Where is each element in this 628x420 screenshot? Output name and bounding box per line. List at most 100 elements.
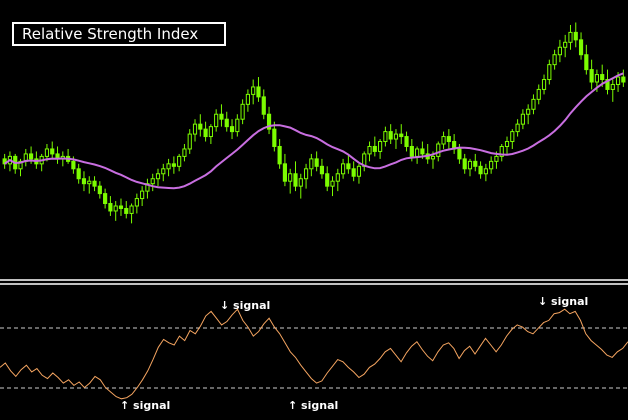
candle-15 <box>81 171 87 192</box>
candle-body <box>28 153 34 160</box>
candle-117 <box>621 69 626 87</box>
candle-body <box>76 168 81 180</box>
candle-body <box>155 173 161 180</box>
candle-97 <box>515 119 520 137</box>
candle-73 <box>388 124 393 144</box>
candle-7 <box>39 153 44 172</box>
candle-body <box>161 168 166 175</box>
candle-9 <box>50 141 55 159</box>
candle-33 <box>177 153 182 172</box>
candle-58 <box>309 153 314 177</box>
candle-body <box>462 158 467 170</box>
candle-body <box>526 108 531 115</box>
candle-30 <box>161 163 166 182</box>
candle-body <box>393 133 399 140</box>
candle-body <box>615 76 621 85</box>
candle-109 <box>578 32 584 60</box>
candle-body <box>182 148 187 157</box>
candle-body <box>420 148 425 155</box>
candle-98 <box>520 109 525 130</box>
candle-57 <box>303 163 309 189</box>
candle-43 <box>229 119 235 140</box>
candle-body <box>399 133 404 138</box>
rsi-line <box>0 308 628 400</box>
candle-107 <box>568 24 573 50</box>
candle-0 <box>2 153 7 169</box>
candle-102 <box>541 74 547 95</box>
candle-111 <box>589 59 594 90</box>
candle-40 <box>214 109 219 132</box>
candle-body <box>568 31 573 43</box>
candle-56 <box>298 173 303 199</box>
signal-label-0: ↓ signal <box>220 299 270 312</box>
candle-body <box>356 165 362 177</box>
candle-body <box>129 205 134 214</box>
candle-body <box>266 113 272 130</box>
candle-89 <box>473 153 478 172</box>
candle-25 <box>134 193 139 214</box>
candle-80 <box>425 144 430 164</box>
candle-32 <box>171 156 176 174</box>
candle-body <box>113 205 118 212</box>
candle-body <box>325 173 330 187</box>
candle-14 <box>76 163 81 184</box>
candle-body <box>378 141 383 152</box>
candle-53 <box>282 153 288 187</box>
candle-38 <box>203 121 208 142</box>
candle-59 <box>314 151 319 172</box>
candle-87 <box>462 153 467 174</box>
candle-70 <box>372 136 377 157</box>
candle-body <box>293 173 298 187</box>
candle-64 <box>340 158 346 179</box>
candle-body <box>483 168 488 175</box>
candle-body <box>499 145 504 157</box>
candle-body <box>415 148 420 157</box>
candle-body <box>177 155 182 167</box>
candle-52 <box>277 139 282 169</box>
candle-body <box>235 118 240 133</box>
candle-body <box>171 163 176 167</box>
candle-body <box>552 54 557 66</box>
candle-body <box>103 193 108 205</box>
candle-84 <box>446 129 451 149</box>
candle-body <box>446 136 451 143</box>
candle-66 <box>351 161 356 182</box>
candle-body <box>351 168 356 177</box>
candle-body <box>140 190 145 200</box>
candle-body <box>573 31 578 41</box>
candle-12 <box>66 148 71 164</box>
candle-10 <box>55 146 60 164</box>
rsi-panel <box>0 308 628 400</box>
candle-88 <box>467 158 473 177</box>
candle-95 <box>504 136 510 154</box>
candle-body <box>594 74 600 83</box>
candle-body <box>531 98 536 110</box>
candle-24 <box>129 203 134 224</box>
candle-60 <box>319 158 325 179</box>
candle-body <box>541 79 547 90</box>
candle-19 <box>103 188 108 209</box>
candle-body <box>229 126 235 133</box>
candle-23 <box>124 201 129 219</box>
candle-body <box>610 83 615 90</box>
candle-4 <box>23 148 28 167</box>
candle-20 <box>108 196 113 216</box>
chart-title: Relative Strength Index <box>12 22 226 46</box>
candle-body <box>547 64 552 81</box>
candle-103 <box>547 59 552 85</box>
candle-108 <box>573 22 578 48</box>
candle-96 <box>510 129 515 149</box>
candle-54 <box>288 168 293 194</box>
candle-46 <box>245 89 250 112</box>
candle-104 <box>552 49 557 70</box>
candle-body <box>208 126 213 138</box>
candle-34 <box>182 144 187 162</box>
candle-body <box>256 86 261 98</box>
candle-body <box>261 96 266 115</box>
candle-71 <box>378 139 383 159</box>
candle-67 <box>356 163 362 184</box>
candle-body <box>71 160 76 170</box>
candle-body <box>467 160 473 170</box>
candle-body <box>108 203 113 212</box>
